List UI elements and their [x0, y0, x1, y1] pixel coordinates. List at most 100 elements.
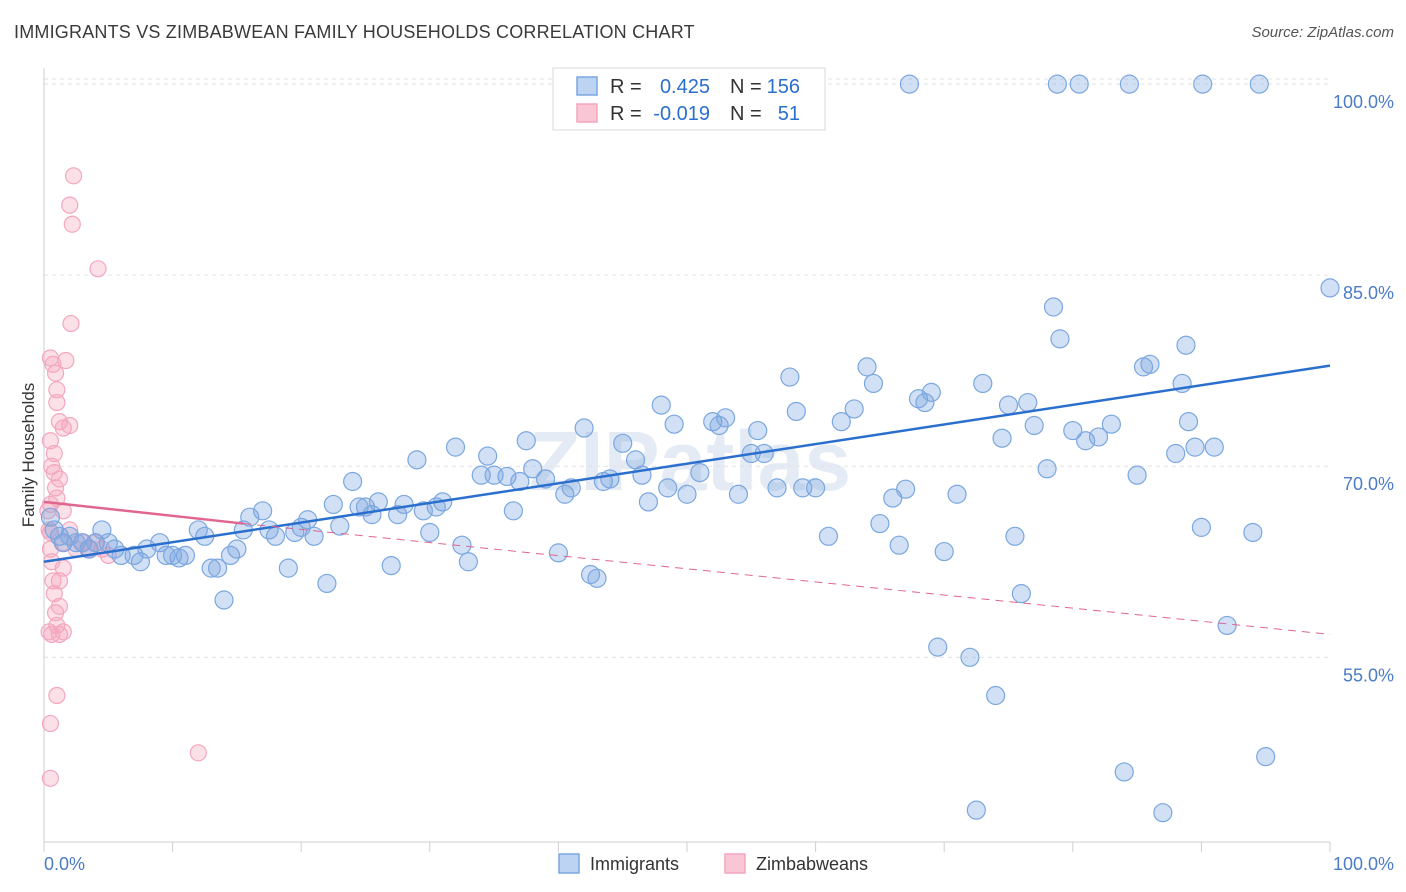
- immigrants-point: [934, 541, 954, 562]
- immigrants-point: [1320, 278, 1340, 298]
- immigrants-point: [516, 431, 536, 451]
- immigrants-point: [1191, 517, 1212, 537]
- series-legend: Immigrants Zimbabweans: [558, 853, 868, 874]
- immigrants-point: [1193, 74, 1213, 94]
- zimbabweans-point: [41, 432, 60, 450]
- y-tick-label: 100.0%: [1333, 92, 1394, 112]
- zimbabweans-trend-extension: [243, 523, 1331, 635]
- correlation-legend: R = 0.425 N = 156 R = -0.019 N = 51: [552, 67, 826, 131]
- immigrants-point: [394, 494, 414, 515]
- zimbabweans-point: [40, 623, 58, 641]
- zimbabweans-point: [61, 416, 79, 435]
- immigrants-point: [651, 395, 671, 415]
- immigrants-point: [458, 552, 478, 572]
- zimbabweans-point: [62, 314, 80, 333]
- immigrants-point: [1018, 392, 1038, 413]
- y-axis-label: Family Households: [19, 383, 38, 528]
- trend-lines: [43, 364, 1331, 635]
- zimbabweans-point: [189, 744, 207, 762]
- immigrants-point: [664, 414, 684, 434]
- zimbabweans-point: [54, 559, 72, 577]
- immigrants-point: [928, 637, 948, 657]
- zimbabweans-point: [64, 167, 83, 185]
- immigrants-point: [1185, 437, 1205, 457]
- immigrants-point: [175, 545, 196, 566]
- immigrants-point: [208, 558, 228, 578]
- legend-n-label-1: N =: [730, 76, 762, 98]
- bottom-legend-immigrants: Immigrants: [590, 854, 679, 874]
- immigrants-point: [748, 420, 768, 441]
- immigrants-point: [1249, 74, 1269, 94]
- immigrants-point: [323, 494, 343, 515]
- immigrants-point: [510, 471, 530, 492]
- immigrants-point: [587, 568, 607, 588]
- bottom-legend-zimbabweans: Zimbabweans: [756, 854, 868, 874]
- immigrants-point: [1153, 803, 1173, 823]
- immigrants-point: [1050, 329, 1070, 349]
- legend-box: [552, 67, 826, 131]
- immigrants-point: [574, 418, 594, 438]
- immigrants-point: [304, 526, 324, 546]
- immigrants-point: [381, 555, 401, 576]
- immigrants-point: [1005, 526, 1025, 546]
- zimbabweans-point: [45, 585, 63, 603]
- immigrants-point: [899, 74, 920, 94]
- immigrants-point: [1037, 459, 1057, 479]
- zimbabweans-point: [54, 623, 72, 641]
- immigrants-point: [728, 484, 749, 504]
- y-tick-label: 55.0%: [1343, 665, 1394, 685]
- zimbabweans-trend-line: [43, 500, 244, 525]
- immigrants-point: [1114, 762, 1134, 782]
- legend-r-value-2: -0.019: [653, 103, 710, 125]
- immigrants-point: [947, 484, 967, 504]
- immigrants-point: [253, 501, 273, 521]
- immigrants-point: [780, 367, 800, 387]
- immigrants-point: [1047, 74, 1067, 94]
- zimbabweans-point: [50, 572, 69, 590]
- zimbabweans-point: [46, 364, 65, 382]
- immigrants-point: [1178, 412, 1199, 432]
- legend-n-value-1: 156: [767, 76, 800, 98]
- immigrants-point: [805, 478, 826, 498]
- immigrants-point: [1256, 747, 1276, 767]
- zimbabweans-point: [48, 393, 66, 412]
- chart-title: IMMIGRANTS VS ZIMBABWEAN FAMILY HOUSEHOL…: [14, 22, 695, 42]
- immigrants-point: [40, 507, 61, 527]
- bottom-legend-swatch-zimbabweans: [724, 853, 746, 874]
- legend-r-value-1: 0.425: [660, 76, 710, 98]
- legend-n-label-2: N =: [730, 103, 762, 125]
- y-tick-label: 85.0%: [1343, 283, 1394, 303]
- immigrants-point: [690, 463, 710, 483]
- immigrants-point: [1127, 465, 1147, 485]
- y-tick-label: 70.0%: [1343, 474, 1394, 494]
- immigrants-point: [921, 382, 941, 402]
- immigrants-point: [831, 412, 851, 432]
- immigrants-point: [201, 558, 221, 578]
- immigrants-point: [445, 437, 466, 457]
- immigrants-point: [548, 543, 569, 563]
- immigrants-point: [896, 479, 916, 499]
- immigrants-point: [1063, 420, 1083, 441]
- zimbabweans-point: [41, 714, 60, 733]
- zimbabweans-point: [48, 686, 66, 705]
- immigrants-point: [1043, 297, 1064, 317]
- zimbabweans-point: [61, 196, 79, 214]
- immigrants-point: [1024, 415, 1044, 436]
- immigrants-point: [497, 466, 517, 487]
- x-axis-ticks: [43, 842, 1331, 852]
- legend-r-label-1: R =: [610, 76, 642, 98]
- immigrants-point: [1119, 74, 1139, 94]
- zimbabweans-point: [45, 444, 63, 463]
- zimbabweans-points: [39, 167, 207, 787]
- immigrants-point: [857, 357, 877, 377]
- immigrants-point: [523, 459, 543, 479]
- immigrants-point: [503, 501, 523, 521]
- zimbabweans-point: [44, 572, 62, 590]
- zimbabweans-point: [57, 351, 75, 370]
- immigrants-point: [1011, 584, 1031, 604]
- immigrants-point: [638, 492, 659, 512]
- immigrants-point: [561, 478, 581, 498]
- legend-swatch-immigrants: [576, 76, 598, 96]
- immigrants-point: [863, 373, 884, 394]
